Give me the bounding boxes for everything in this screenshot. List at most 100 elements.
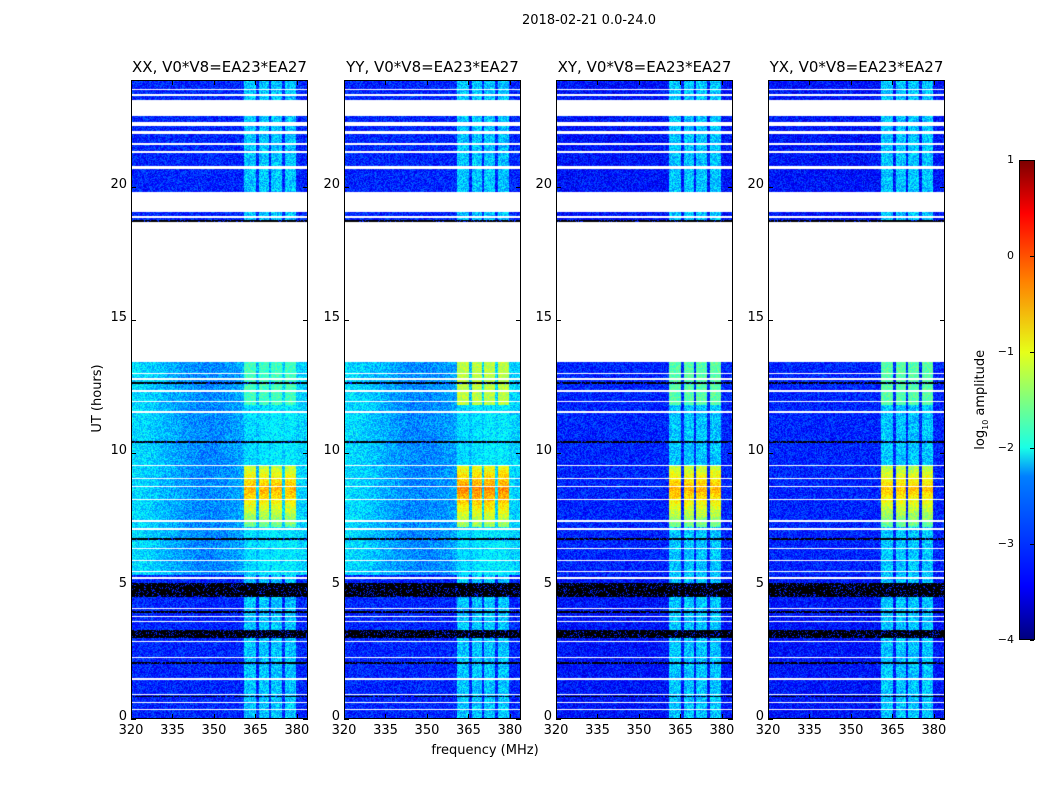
heatmap-panel <box>131 80 308 719</box>
y-tick-label: 0 <box>543 709 552 724</box>
x-tick <box>556 80 557 85</box>
x-tick <box>426 714 428 719</box>
y-tick <box>556 319 561 321</box>
y-tick-label: 0 <box>755 709 764 724</box>
y-tick <box>131 452 136 454</box>
y-tick <box>516 585 521 587</box>
y-tick-label: 10 <box>110 442 127 458</box>
x-tick-label: 350 <box>201 723 227 738</box>
y-tick <box>556 186 561 188</box>
y-tick <box>344 585 349 587</box>
y-tick <box>344 719 349 720</box>
y-tick <box>768 719 773 720</box>
x-tick <box>213 80 215 85</box>
heatmap-panel <box>768 80 945 719</box>
y-tick <box>344 186 349 188</box>
x-tick <box>385 80 387 85</box>
y-tick-label: 20 <box>747 176 764 192</box>
y-tick <box>516 452 521 454</box>
y-tick <box>728 585 733 587</box>
y-tick <box>728 186 733 188</box>
colorbar-tick <box>1030 352 1034 353</box>
y-tick <box>303 719 308 720</box>
colorbar-tick-label: −3 <box>997 537 1014 550</box>
y-tick <box>768 452 773 454</box>
y-axis-label: UT (hours) <box>90 364 105 433</box>
y-tick <box>303 319 308 321</box>
x-tick <box>213 714 215 719</box>
x-tick <box>933 714 935 719</box>
x-tick <box>892 80 894 85</box>
y-tick-label: 5 <box>755 575 764 591</box>
colorbar-tick <box>1030 544 1034 545</box>
y-tick-label: 15 <box>323 309 340 325</box>
x-tick-label: 350 <box>626 723 652 738</box>
y-tick-label: 10 <box>747 442 764 458</box>
y-tick <box>131 585 136 587</box>
x-tick <box>131 80 132 85</box>
x-tick <box>344 80 345 85</box>
x-tick-label: 320 <box>755 723 781 738</box>
x-tick <box>172 714 174 719</box>
colorbar-label-subscript: 10 <box>980 419 990 430</box>
heatmap-image <box>557 81 732 718</box>
figure-title: 2018-02-21 0.0-24.0 <box>522 13 656 28</box>
y-tick <box>940 319 945 321</box>
y-tick <box>303 186 308 188</box>
y-tick <box>728 452 733 454</box>
x-tick <box>721 80 723 85</box>
y-tick-label: 5 <box>331 575 340 591</box>
x-tick-label: 320 <box>543 723 569 738</box>
x-tick <box>680 80 682 85</box>
x-tick-label: 320 <box>118 723 144 738</box>
y-tick <box>728 319 733 321</box>
x-tick-label: 365 <box>243 723 268 738</box>
panel-title: XX, V0*V8=EA23*EA27 <box>132 58 307 76</box>
x-tick-label: 380 <box>709 723 735 738</box>
x-tick <box>768 714 769 719</box>
y-tick <box>131 719 136 720</box>
panel-title: XY, V0*V8=EA23*EA27 <box>557 58 732 76</box>
x-tick <box>296 714 298 719</box>
y-tick-label: 15 <box>535 309 552 325</box>
colorbar-tick <box>1030 160 1034 161</box>
y-tick-label: 5 <box>118 575 127 591</box>
x-tick-label: 380 <box>284 723 310 738</box>
y-tick-label: 20 <box>110 176 127 192</box>
y-tick <box>556 452 561 454</box>
x-tick <box>556 714 557 719</box>
x-tick <box>638 714 640 719</box>
x-tick-label: 335 <box>160 723 185 738</box>
y-tick <box>303 452 308 454</box>
x-tick <box>172 80 174 85</box>
y-tick <box>768 186 773 188</box>
x-tick <box>850 80 852 85</box>
y-tick <box>344 319 349 321</box>
x-tick <box>597 714 599 719</box>
x-tick <box>509 714 511 719</box>
y-tick <box>516 719 521 720</box>
x-tick <box>638 80 640 85</box>
y-tick <box>940 452 945 454</box>
y-tick <box>940 585 945 587</box>
heatmap-image <box>132 81 307 718</box>
colorbar-label-rest: amplitude <box>973 349 989 420</box>
y-tick <box>940 186 945 188</box>
x-tick-label: 335 <box>373 723 398 738</box>
y-tick-label: 0 <box>331 709 340 724</box>
x-tick <box>721 714 723 719</box>
colorbar-tick-label: −2 <box>997 441 1014 454</box>
x-tick-label: 365 <box>880 723 905 738</box>
heatmap-panel <box>344 80 521 719</box>
panel-title: YY, V0*V8=EA23*EA27 <box>346 58 519 76</box>
y-tick <box>768 319 773 321</box>
x-tick <box>850 714 852 719</box>
colorbar-tick <box>1030 256 1034 257</box>
heatmap-image <box>345 81 520 718</box>
x-tick-label: 350 <box>838 723 864 738</box>
y-tick <box>131 319 136 321</box>
heatmap-panel <box>556 80 733 719</box>
colorbar-tick-label: −4 <box>997 633 1014 646</box>
x-axis-label: frequency (MHz) <box>431 743 539 758</box>
